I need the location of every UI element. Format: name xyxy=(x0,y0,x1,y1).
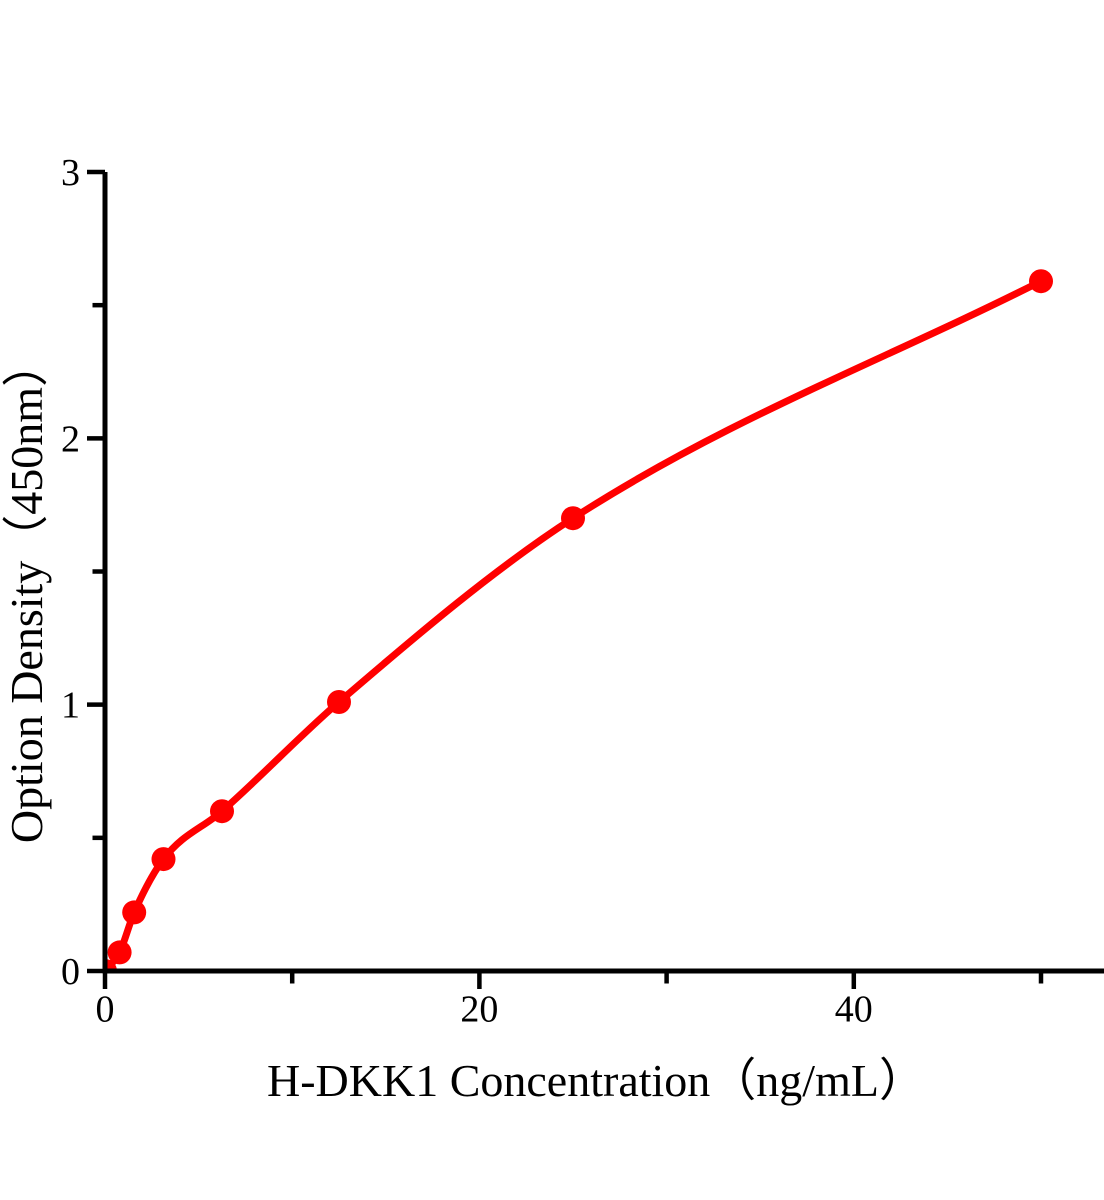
series-h-dkk1-standard-curve xyxy=(105,269,1053,971)
data-point-marker xyxy=(151,847,176,872)
data-point-marker xyxy=(105,959,117,971)
axes xyxy=(102,172,1104,974)
plot-area: 0 20 40 0 1 2 3 xyxy=(61,152,1104,1030)
data-point-marker xyxy=(561,506,585,531)
x-axis-title: H-DKK1 Concentration（ng/mL） xyxy=(267,1055,925,1106)
data-point-marker xyxy=(210,799,234,824)
data-point-marker xyxy=(122,900,147,925)
x-tick-label: 0 xyxy=(96,988,115,1030)
y-tick-label: 0 xyxy=(61,951,80,993)
y-tick-label: 3 xyxy=(61,152,80,194)
data-point-marker xyxy=(107,940,132,965)
data-point-marker xyxy=(327,690,351,714)
data-point-marker xyxy=(1029,269,1053,294)
x-tick-label: 40 xyxy=(835,988,873,1030)
y-axis-title: Option Density（450nm） xyxy=(1,341,52,843)
ticks xyxy=(87,169,1044,989)
x-tick-label: 20 xyxy=(460,988,498,1030)
standard-curve-line xyxy=(105,277,1045,971)
tick-labels: 0 20 40 0 1 2 3 xyxy=(61,152,873,1030)
y-tick-label: 2 xyxy=(61,418,80,460)
y-tick-label: 1 xyxy=(61,685,80,727)
